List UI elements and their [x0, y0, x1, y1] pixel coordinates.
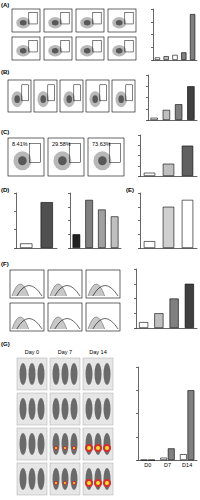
svg-text:D7: D7	[164, 462, 171, 468]
svg-text:(B): (B)	[1, 69, 9, 75]
svg-text:(D): (D)	[1, 187, 9, 193]
svg-text:(F): (F)	[1, 261, 9, 267]
svg-text:8.41%: 8.41%	[12, 141, 28, 147]
svg-text:D14: D14	[182, 462, 192, 468]
svg-text:D0: D0	[144, 462, 151, 468]
svg-text:(G): (G)	[1, 341, 10, 347]
svg-text:29.58%: 29.58%	[52, 141, 71, 147]
svg-text:(C): (C)	[1, 129, 9, 135]
svg-text:Day 0: Day 0	[25, 349, 39, 355]
svg-text:(A): (A)	[1, 2, 9, 8]
svg-text:73.63%: 73.63%	[92, 141, 111, 147]
svg-text:Day 14: Day 14	[89, 349, 106, 355]
svg-text:(E): (E)	[126, 187, 134, 193]
svg-text:Day 7: Day 7	[58, 349, 72, 355]
